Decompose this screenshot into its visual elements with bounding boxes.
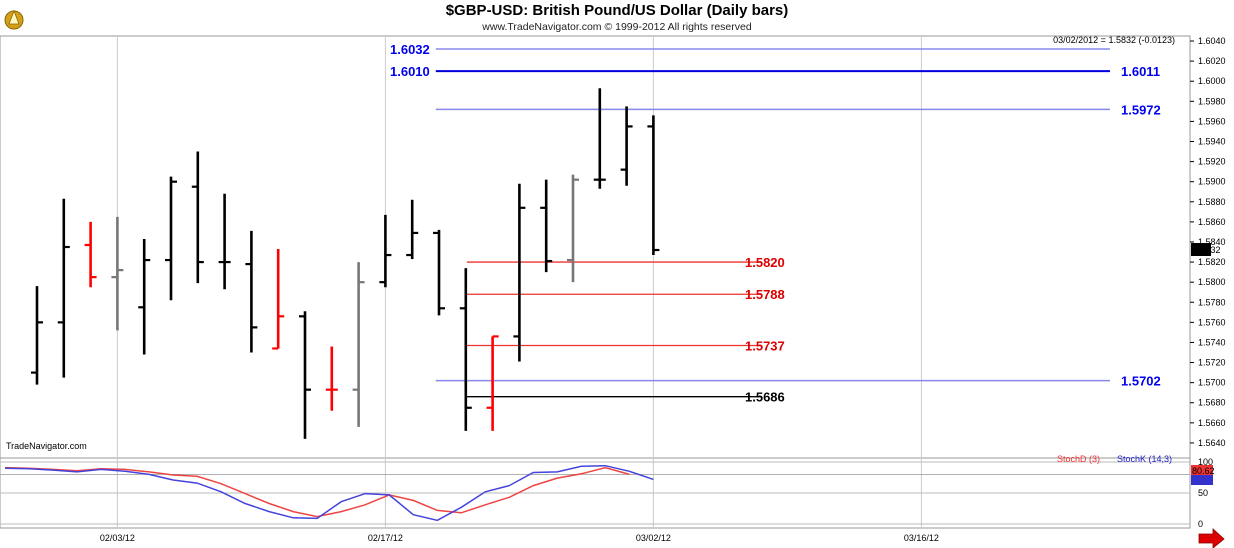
last-price-label: 1.5832 <box>1193 245 1221 255</box>
grid <box>0 36 1190 528</box>
ohlc-bar <box>138 238 151 355</box>
stochd-line <box>4 466 630 518</box>
ohlc-bar <box>57 198 70 378</box>
y-tick-label: 1.5940 <box>1198 137 1226 147</box>
ohlc-bar <box>245 230 258 353</box>
stochk-line <box>4 464 654 522</box>
y-tick-label: 1.6000 <box>1198 76 1226 86</box>
stoch-y-tick-label: 0 <box>1198 519 1203 529</box>
ohlc-bar <box>406 199 419 260</box>
stoch-value-label: 80.62 <box>1192 466 1215 476</box>
ohlc-bar <box>593 88 606 189</box>
stochk-legend: StochK (14,3) <box>1117 454 1172 464</box>
y-tick-label: 1.5880 <box>1198 197 1226 207</box>
blue-level-label-right: 1.5702 <box>1121 374 1161 389</box>
y-tick-label: 1.5840 <box>1198 237 1226 247</box>
ohlc-bar <box>84 221 97 288</box>
ohlc-bar <box>325 346 338 411</box>
ohlc-bar <box>486 335 499 431</box>
status-readout: 03/02/2012 = 1.5832 (-0.0123) <box>1053 35 1175 45</box>
ohlc-bar <box>647 115 660 256</box>
y-tick-label: 1.5920 <box>1198 157 1226 167</box>
y-tick-label: 1.6020 <box>1198 56 1226 66</box>
ohlc-bar <box>567 174 579 283</box>
stoch-y-tick-label: 100 <box>1198 457 1213 467</box>
ohlc-bar <box>299 311 311 439</box>
ohlc-bar <box>433 229 445 316</box>
watermark: TradeNavigator.com <box>6 441 87 451</box>
y-tick-label: 1.5740 <box>1198 337 1226 347</box>
y-tick-label: 1.6040 <box>1198 36 1226 46</box>
trade-navigator-logo-icon <box>4 9 24 30</box>
ohlc-bar <box>379 214 392 288</box>
y-tick-label: 1.5820 <box>1198 257 1226 267</box>
blue-level-label-right: 1.6011 <box>1121 64 1160 79</box>
y-tick-label: 1.5760 <box>1198 317 1226 327</box>
y-tick-label: 1.5660 <box>1198 418 1226 428</box>
ohlc-bar <box>111 216 124 331</box>
ohlc-bar <box>513 183 526 362</box>
copyright-subtitle: www.TradeNavigator.com © 1999-2012 All r… <box>481 21 752 33</box>
x-tick-label: 02/03/12 <box>100 533 135 543</box>
ohlc-bar <box>218 193 231 290</box>
ohlc-bar <box>620 106 633 186</box>
ohlc-bar <box>459 268 472 431</box>
last-price-tag: 1.5832 <box>1191 243 1221 257</box>
y-tick-label: 1.5860 <box>1198 217 1226 227</box>
y-tick-label: 1.5900 <box>1198 177 1226 187</box>
y-tick-label: 1.5720 <box>1198 358 1226 368</box>
stoch-y-tick-label: 50 <box>1198 488 1208 498</box>
y-tick-label: 1.5680 <box>1198 398 1226 408</box>
chart-title: $GBP-USD: British Pound/US Dollar (Daily… <box>446 2 789 19</box>
ohlc-bar <box>31 286 43 385</box>
blue-level-label-left: 1.6010 <box>390 64 430 79</box>
y-tick-label: 1.5800 <box>1198 277 1226 287</box>
fib-level-label: 1.5788 <box>745 287 785 302</box>
price-panel-frame <box>0 35 1191 459</box>
y-tick-label: 1.5980 <box>1198 96 1226 106</box>
ohlc-bar <box>272 249 285 350</box>
stoch-value-tag: 80.62 <box>1191 465 1215 485</box>
fib-level-label: 1.5820 <box>745 255 785 270</box>
stochd-legend: StochD (3) <box>1057 454 1100 464</box>
y-tick-label: 1.5780 <box>1198 297 1226 307</box>
scroll-right-arrow-icon[interactable] <box>1198 528 1225 548</box>
ohlc-bar <box>540 179 553 273</box>
ohlc-bar <box>352 262 365 427</box>
fib-level-label: 1.5686 <box>745 390 785 405</box>
fib-level-label: 1.5737 <box>745 338 785 353</box>
y-tick-label: 1.5960 <box>1198 116 1226 126</box>
x-tick-label: 03/16/12 <box>904 533 939 543</box>
ohlc-bar <box>165 176 177 301</box>
blue-level-label-right: 1.5972 <box>1121 102 1161 117</box>
y-tick-label: 1.5700 <box>1198 378 1226 388</box>
x-tick-label: 03/02/12 <box>636 533 671 543</box>
x-tick-label: 02/17/12 <box>368 533 403 543</box>
ohlc-bar <box>191 151 204 284</box>
y-tick-label: 1.5640 <box>1198 438 1226 448</box>
blue-level-label-left: 1.6032 <box>390 42 430 57</box>
